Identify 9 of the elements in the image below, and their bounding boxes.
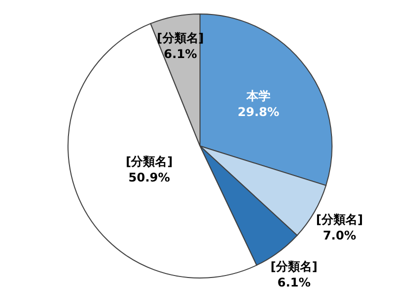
slice-label: [分類名] — [270, 260, 318, 274]
data-label: 6.1% — [277, 276, 311, 290]
data-label: 7.0% — [322, 228, 356, 243]
data-label: 50.9% — [128, 170, 170, 184]
data-label: 6.1% — [164, 46, 198, 61]
slice-label: 本学 — [246, 89, 271, 104]
slice-label: [分類名] — [126, 154, 173, 168]
data-label: 29.8% — [238, 105, 280, 120]
slice-label: [分類名] — [316, 212, 363, 227]
